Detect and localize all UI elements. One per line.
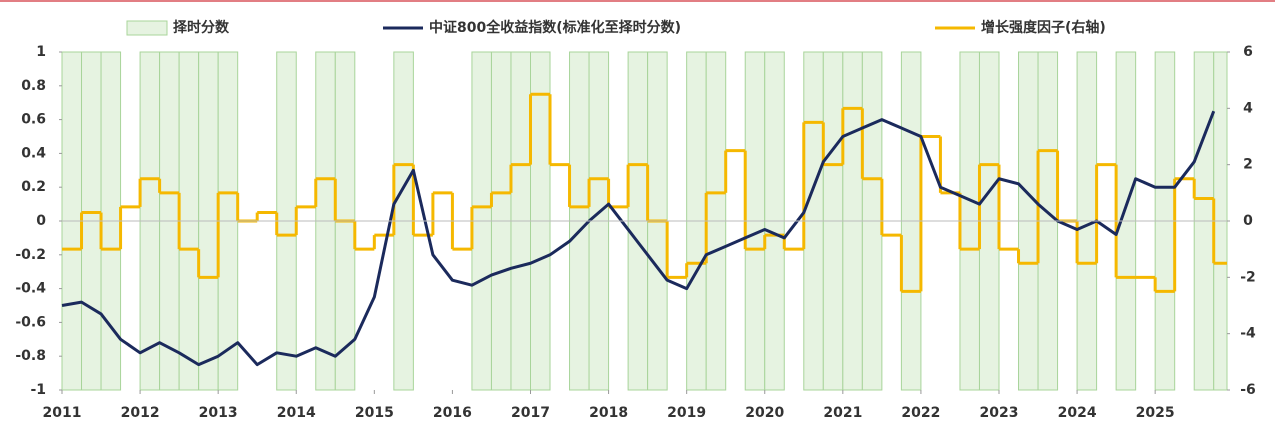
y2-tick-label: 2 xyxy=(1243,157,1253,173)
y2-tick-label: 4 xyxy=(1243,100,1253,116)
legend-swatch xyxy=(126,20,168,36)
y2-tick-label: -6 xyxy=(1240,382,1256,398)
y-tick-label: 1 xyxy=(36,44,46,60)
x-tick-label: 2016 xyxy=(433,405,472,421)
y2-tick-label: 6 xyxy=(1243,44,1253,60)
y-tick-label: 0 xyxy=(36,213,46,229)
x-tick-label: 2025 xyxy=(1136,405,1175,421)
x-tick-label: 2012 xyxy=(121,405,160,421)
x-tick-label: 2021 xyxy=(823,405,862,421)
x-tick-label: 2015 xyxy=(355,405,394,421)
legend-label: 中证800全收益指数(标准化至择时分数) xyxy=(429,19,681,36)
y-tick-label: -1 xyxy=(30,382,46,398)
x-tick-label: 2013 xyxy=(199,405,238,421)
y-tick-label: -0.8 xyxy=(15,348,46,364)
y-tick-label: -0.2 xyxy=(15,247,46,263)
x-tick-label: 2022 xyxy=(901,405,940,421)
y-tick-label: 0.8 xyxy=(21,78,46,94)
y-tick-label: 0.4 xyxy=(21,145,46,161)
legend-label: 择时分数 xyxy=(173,19,230,36)
x-tick-label: 2017 xyxy=(511,405,550,421)
x-tick-label: 2014 xyxy=(277,405,316,421)
y2-tick-label: -4 xyxy=(1240,326,1256,342)
index-line xyxy=(61,110,1216,367)
x-tick-label: 2020 xyxy=(745,405,784,421)
y2-tick-label: 0 xyxy=(1243,213,1253,229)
y-tick-label: 0.2 xyxy=(21,179,46,195)
x-tick-label: 2023 xyxy=(980,405,1019,421)
x-tick-label: 2024 xyxy=(1058,405,1097,421)
x-tick-label: 2011 xyxy=(43,405,82,421)
x-tick-label: 2018 xyxy=(589,405,628,421)
x-tick-label: 2019 xyxy=(667,405,706,421)
legend-label: 增长强度因子(右轴) xyxy=(981,19,1106,36)
y-tick-label: -0.6 xyxy=(15,314,46,330)
y-tick-label: -0.4 xyxy=(15,281,46,297)
y2-tick-label: -2 xyxy=(1240,269,1256,285)
y-tick-label: 0.6 xyxy=(21,112,46,128)
